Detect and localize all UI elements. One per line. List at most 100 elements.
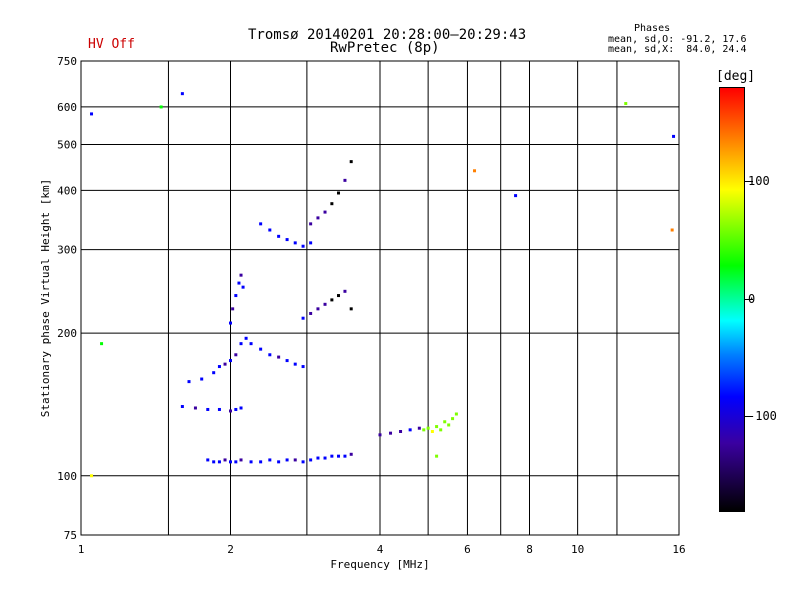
data-point [330,454,334,458]
data-point [309,458,313,462]
data-point [447,423,451,427]
data-point [330,202,334,206]
data-point [277,234,281,238]
data-point [301,316,305,320]
y-tick-label: 200 [57,327,77,340]
data-point [229,460,232,464]
y-tick-label: 300 [57,244,77,257]
data-point [268,353,272,357]
data-point [90,474,94,478]
data-point [217,460,221,464]
data-point [249,460,253,464]
data-point [229,409,232,413]
data-point [285,359,289,363]
colorbar-tick-label: 0 [748,291,756,306]
data-point [316,307,320,311]
data-point [337,191,341,195]
data-point [301,365,305,369]
x-tick-label: 4 [377,543,384,556]
data-point [100,342,104,346]
phase-colorbar [719,87,745,512]
data-point [180,92,184,96]
data-point [229,359,232,363]
data-point [259,222,263,226]
data-point [301,244,305,248]
data-point [514,194,518,198]
data-point [670,228,674,232]
data-point [234,294,238,298]
data-point [231,307,235,311]
data-point [212,371,216,375]
colorbar-tick [745,416,753,417]
phases-x-line: mean, sd,X: 84.0, 24.4 [608,44,747,55]
data-point [309,222,313,226]
y-tick-label: 400 [57,184,77,197]
data-point [239,342,243,346]
data-point [343,178,347,182]
data-point [234,460,238,464]
data-point [337,454,341,458]
data-point [430,429,434,433]
hv-status: HV Off [88,37,135,52]
data-point [349,307,353,311]
x-tick-label: 2 [227,543,234,556]
data-point [301,460,305,464]
data-point [454,412,458,416]
data-point [229,321,232,325]
data-point [399,429,403,433]
x-axis-label: Frequency [MHz] [330,558,429,571]
data-point [223,362,227,366]
data-point [378,433,382,437]
colorbar-tick-label: -100 [748,409,777,423]
data-point [672,134,676,138]
data-point [624,102,628,106]
colorbar-unit: [deg] [716,69,756,84]
data-point [285,458,289,462]
data-point [389,431,393,435]
data-point [330,298,334,302]
data-point [435,454,439,458]
data-point [473,169,477,173]
data-point [323,456,327,460]
data-point [323,302,327,306]
y-tick-label: 750 [57,55,77,68]
phases-o-line: mean, sd,O: -91.2, 17.6 [608,34,747,45]
data-point [244,336,248,340]
colorbar-tick-label: 100 [748,174,770,188]
x-tick-label: 6 [464,543,471,556]
data-point [277,355,281,359]
x-tick-label: 8 [526,543,533,556]
x-tick-label: 1 [78,543,85,556]
data-point [349,160,353,164]
data-point [237,281,241,285]
data-point [293,458,297,462]
data-point [268,458,272,462]
data-point [316,216,320,220]
data-point [422,428,426,432]
x-tick-label: 16 [672,543,685,556]
data-point [259,460,263,464]
data-point [439,428,443,432]
colorbar-tick [745,298,753,300]
data-point [223,458,227,462]
chart-subtitle: RwPretec (8p) [330,40,440,56]
data-point [343,289,347,293]
data-point [241,285,245,289]
data-point [293,241,297,245]
data-point [337,294,341,298]
data-point [451,417,455,421]
data-point [277,460,281,464]
data-point [234,353,238,357]
data-point [309,311,313,315]
y-tick-label: 600 [57,101,77,114]
data-point [343,454,347,458]
data-point [234,407,238,411]
data-point [217,407,221,411]
data-point [187,380,191,384]
data-point [268,228,272,232]
data-point [239,273,243,277]
data-point [193,406,197,410]
data-point [259,347,263,351]
y-tick-label: 75 [64,529,77,542]
